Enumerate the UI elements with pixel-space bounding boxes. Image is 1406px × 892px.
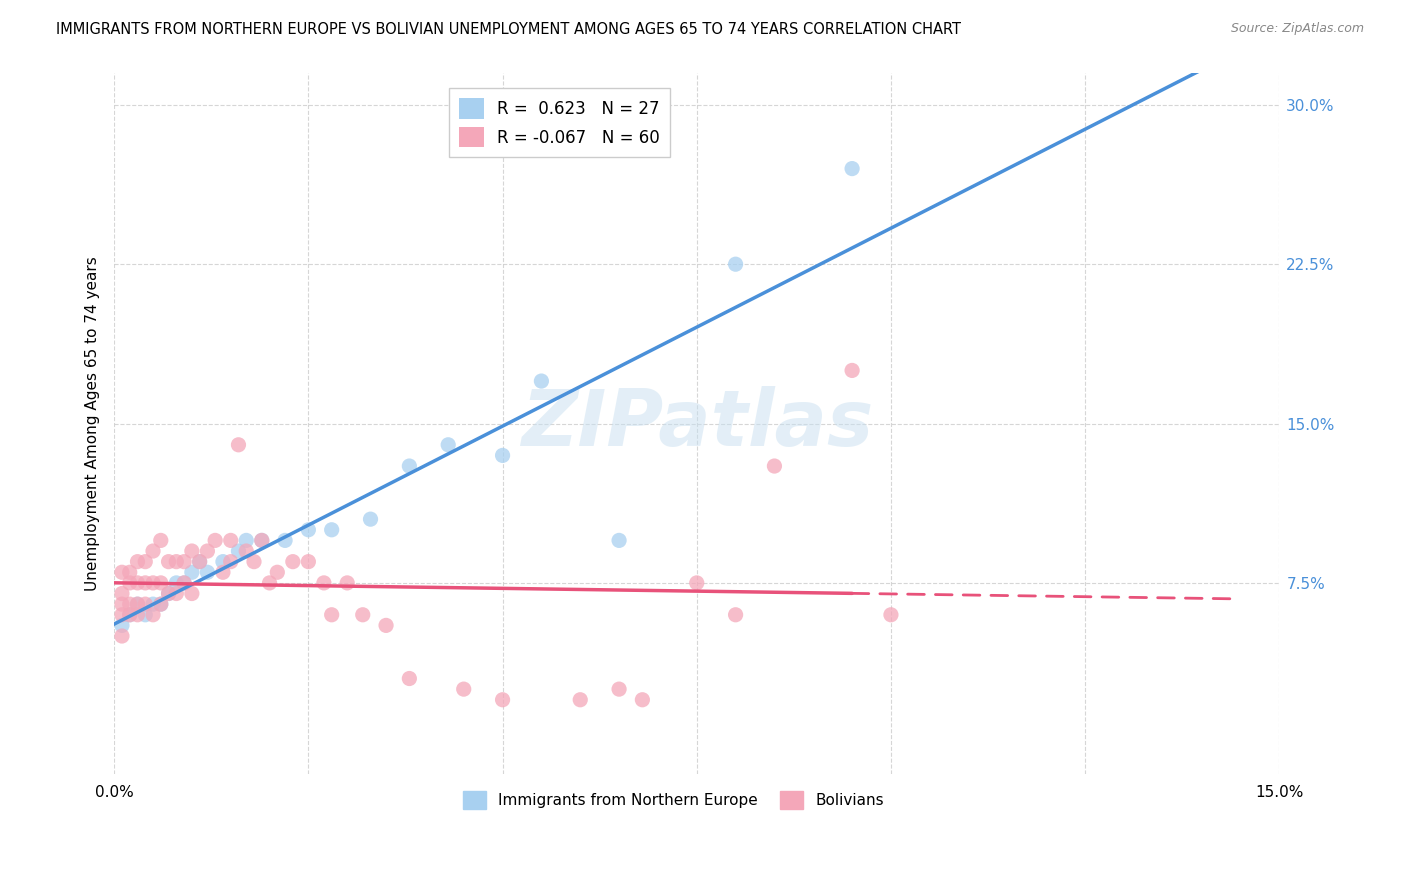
Point — [321, 607, 343, 622]
Point — [134, 555, 156, 569]
Point — [880, 607, 903, 622]
Point — [127, 597, 149, 611]
Point — [157, 586, 180, 600]
Point — [841, 363, 863, 377]
Point — [398, 672, 420, 686]
Point — [312, 575, 335, 590]
Point — [197, 566, 219, 580]
Point — [336, 575, 359, 590]
Point — [157, 586, 180, 600]
Point — [173, 575, 195, 590]
Point — [157, 555, 180, 569]
Point — [250, 533, 273, 548]
Point — [297, 555, 319, 569]
Point — [111, 566, 134, 580]
Point — [111, 586, 134, 600]
Point — [111, 618, 134, 632]
Point — [228, 438, 250, 452]
Point — [219, 555, 242, 569]
Point — [274, 533, 297, 548]
Y-axis label: Unemployment Among Ages 65 to 74 years: Unemployment Among Ages 65 to 74 years — [86, 256, 100, 591]
Point — [491, 449, 513, 463]
Point — [212, 555, 235, 569]
Point — [118, 607, 141, 622]
Point — [127, 575, 149, 590]
Point — [173, 575, 195, 590]
Point — [228, 544, 250, 558]
Point — [212, 566, 235, 580]
Text: IMMIGRANTS FROM NORTHERN EUROPE VS BOLIVIAN UNEMPLOYMENT AMONG AGES 65 TO 74 YEA: IMMIGRANTS FROM NORTHERN EUROPE VS BOLIV… — [56, 22, 962, 37]
Point — [453, 682, 475, 697]
Point — [142, 607, 165, 622]
Point — [204, 533, 226, 548]
Legend: Immigrants from Northern Europe, Bolivians: Immigrants from Northern Europe, Bolivia… — [457, 785, 890, 815]
Point — [142, 544, 165, 558]
Point — [491, 692, 513, 706]
Point — [352, 607, 374, 622]
Point — [149, 575, 172, 590]
Point — [165, 575, 187, 590]
Point — [118, 607, 141, 622]
Point — [134, 575, 156, 590]
Point — [360, 512, 382, 526]
Point — [607, 682, 630, 697]
Point — [724, 257, 747, 271]
Point — [250, 533, 273, 548]
Point — [127, 607, 149, 622]
Point — [118, 566, 141, 580]
Point — [437, 438, 460, 452]
Point — [111, 597, 134, 611]
Point — [297, 523, 319, 537]
Point — [118, 597, 141, 611]
Point — [127, 597, 149, 611]
Point — [235, 544, 257, 558]
Point — [569, 692, 592, 706]
Point — [607, 533, 630, 548]
Point — [197, 544, 219, 558]
Point — [149, 533, 172, 548]
Point — [219, 533, 242, 548]
Point — [165, 555, 187, 569]
Point — [165, 586, 187, 600]
Point — [763, 458, 786, 473]
Point — [686, 575, 709, 590]
Point — [134, 597, 156, 611]
Point — [134, 607, 156, 622]
Point — [321, 523, 343, 537]
Text: ZIPatlas: ZIPatlas — [520, 385, 873, 461]
Point — [188, 555, 211, 569]
Point — [188, 555, 211, 569]
Point — [118, 575, 141, 590]
Point — [259, 575, 281, 590]
Point — [724, 607, 747, 622]
Point — [149, 597, 172, 611]
Point — [398, 458, 420, 473]
Point — [180, 586, 202, 600]
Point — [281, 555, 304, 569]
Point — [235, 533, 257, 548]
Point — [530, 374, 553, 388]
Point — [180, 544, 202, 558]
Point — [243, 555, 266, 569]
Point — [111, 629, 134, 643]
Point — [841, 161, 863, 176]
Point — [631, 692, 654, 706]
Point — [180, 566, 202, 580]
Point — [173, 555, 195, 569]
Point — [142, 597, 165, 611]
Point — [149, 597, 172, 611]
Point — [142, 575, 165, 590]
Point — [111, 607, 134, 622]
Point — [266, 566, 288, 580]
Text: Source: ZipAtlas.com: Source: ZipAtlas.com — [1230, 22, 1364, 36]
Point — [127, 555, 149, 569]
Point — [375, 618, 398, 632]
